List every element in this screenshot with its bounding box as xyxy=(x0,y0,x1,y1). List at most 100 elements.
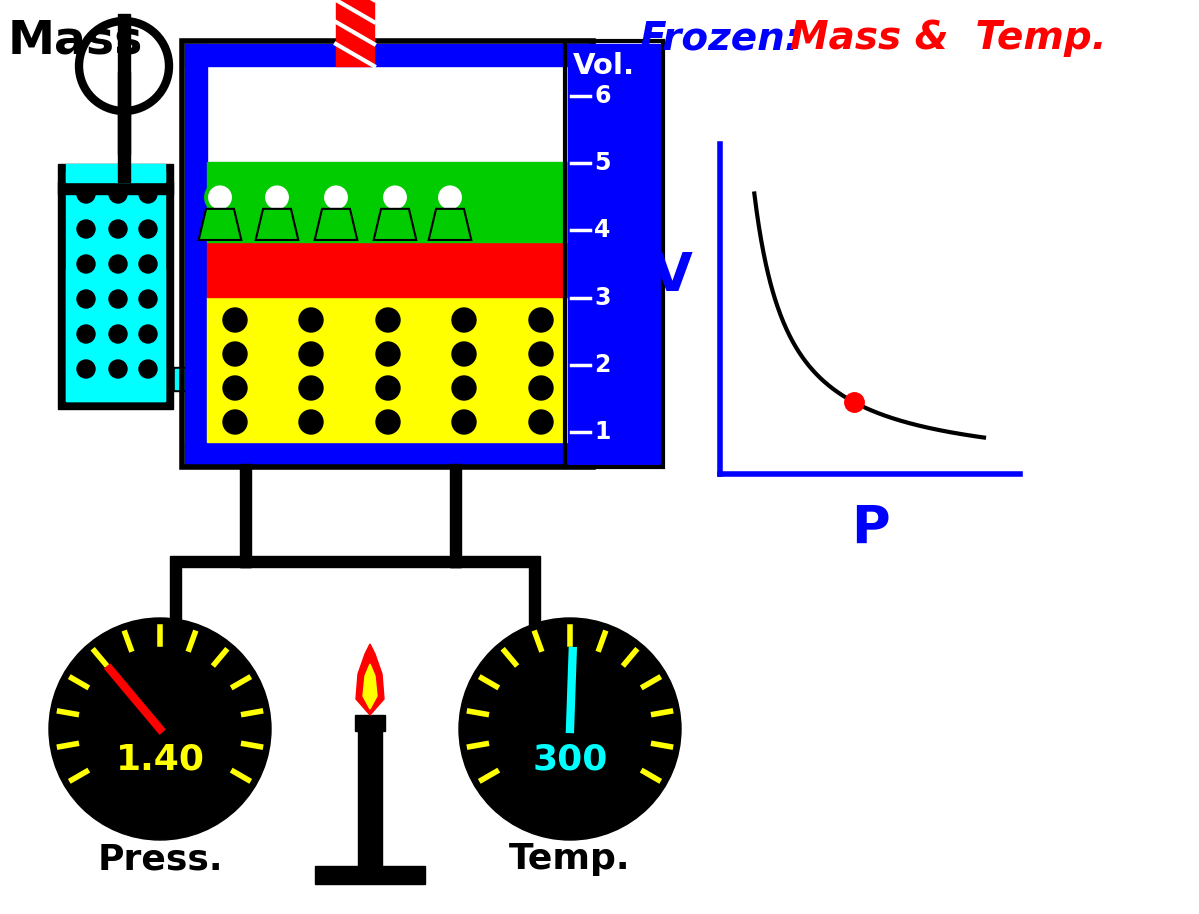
Circle shape xyxy=(139,255,157,273)
Bar xyxy=(58,182,173,194)
Text: 1: 1 xyxy=(594,420,610,444)
Circle shape xyxy=(77,318,95,336)
Circle shape xyxy=(452,308,476,332)
Circle shape xyxy=(109,185,127,203)
Bar xyxy=(118,14,129,154)
Circle shape xyxy=(323,184,350,211)
Text: 300: 300 xyxy=(532,742,608,776)
Bar xyxy=(175,369,301,389)
Circle shape xyxy=(109,255,127,273)
Bar xyxy=(185,442,590,464)
Circle shape xyxy=(109,325,127,343)
Bar xyxy=(182,41,594,467)
Polygon shape xyxy=(255,208,299,240)
Circle shape xyxy=(206,184,234,211)
Bar xyxy=(66,164,165,182)
Circle shape xyxy=(223,410,247,434)
Circle shape xyxy=(55,624,265,834)
Bar xyxy=(207,242,568,297)
Circle shape xyxy=(139,290,157,308)
Circle shape xyxy=(139,288,157,306)
Circle shape xyxy=(263,184,291,211)
Bar xyxy=(568,44,659,464)
Text: P: P xyxy=(850,503,890,555)
Circle shape xyxy=(459,618,681,840)
Bar xyxy=(529,567,540,647)
Text: 2: 2 xyxy=(594,353,610,377)
Circle shape xyxy=(109,288,127,306)
Circle shape xyxy=(529,376,553,400)
Bar xyxy=(240,464,251,567)
Circle shape xyxy=(299,376,323,400)
Circle shape xyxy=(452,376,476,400)
Circle shape xyxy=(77,360,95,378)
Circle shape xyxy=(376,342,400,366)
Circle shape xyxy=(49,618,271,840)
Circle shape xyxy=(299,410,323,434)
Circle shape xyxy=(452,410,476,434)
Bar xyxy=(185,44,590,66)
Circle shape xyxy=(299,308,323,332)
Circle shape xyxy=(77,325,95,343)
Circle shape xyxy=(139,318,157,336)
Circle shape xyxy=(223,342,247,366)
Text: 1.40: 1.40 xyxy=(115,742,205,776)
Circle shape xyxy=(109,377,127,395)
Circle shape xyxy=(109,360,127,378)
Circle shape xyxy=(376,410,400,434)
Polygon shape xyxy=(363,664,376,709)
Circle shape xyxy=(77,377,95,395)
Bar xyxy=(170,556,251,567)
Text: 6: 6 xyxy=(594,84,610,108)
Bar xyxy=(568,44,590,464)
Circle shape xyxy=(436,184,464,211)
Circle shape xyxy=(139,377,157,395)
Bar xyxy=(336,0,374,66)
Bar xyxy=(58,164,173,409)
Circle shape xyxy=(77,288,95,306)
Polygon shape xyxy=(314,208,357,240)
Polygon shape xyxy=(429,208,471,240)
Bar xyxy=(170,567,181,647)
Circle shape xyxy=(452,342,476,366)
Circle shape xyxy=(109,290,127,308)
Circle shape xyxy=(376,376,400,400)
Text: Mass: Mass xyxy=(8,19,144,64)
Circle shape xyxy=(139,325,157,343)
Circle shape xyxy=(465,624,675,834)
Bar xyxy=(450,464,460,567)
Circle shape xyxy=(139,220,157,238)
Text: V: V xyxy=(651,250,693,302)
Circle shape xyxy=(109,318,127,336)
Bar xyxy=(565,41,663,467)
Circle shape xyxy=(529,342,553,366)
Circle shape xyxy=(77,255,95,273)
Text: 3: 3 xyxy=(594,285,610,310)
Circle shape xyxy=(529,308,553,332)
Circle shape xyxy=(139,360,157,378)
Bar xyxy=(240,556,460,567)
Bar xyxy=(185,44,207,464)
Text: Vol.: Vol. xyxy=(573,52,635,80)
Bar xyxy=(359,731,382,866)
Text: Frozen:: Frozen: xyxy=(640,19,814,57)
Bar xyxy=(207,297,568,442)
Circle shape xyxy=(223,308,247,332)
Circle shape xyxy=(77,290,95,308)
Circle shape xyxy=(223,376,247,400)
Text: 4: 4 xyxy=(594,218,610,242)
Bar xyxy=(355,715,385,731)
Circle shape xyxy=(299,342,323,366)
Circle shape xyxy=(529,410,553,434)
Circle shape xyxy=(77,185,95,203)
Circle shape xyxy=(376,308,400,332)
Circle shape xyxy=(77,220,95,238)
Polygon shape xyxy=(374,208,416,240)
Bar xyxy=(66,269,165,401)
Bar xyxy=(66,172,165,401)
Bar xyxy=(173,367,303,391)
Bar xyxy=(315,866,424,884)
Bar xyxy=(207,162,568,242)
Bar xyxy=(450,556,540,567)
Text: Press.: Press. xyxy=(97,842,223,876)
